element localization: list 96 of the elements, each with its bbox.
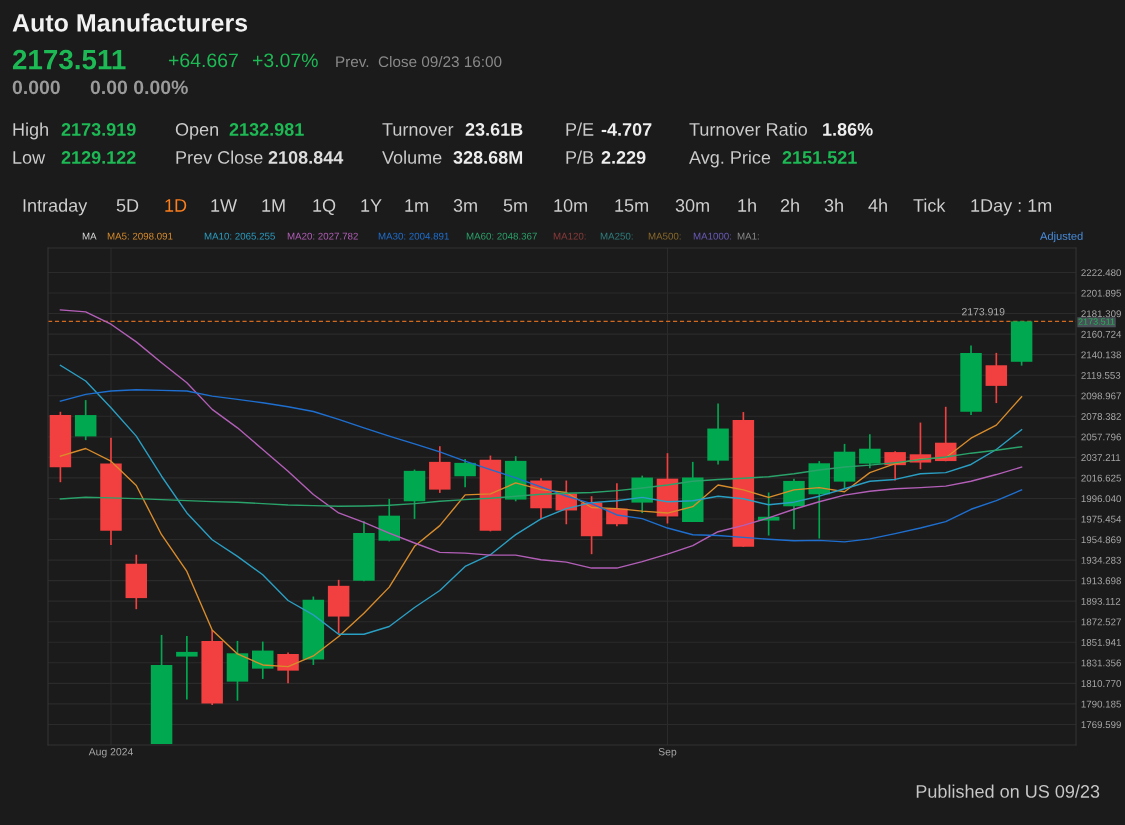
text: 30m [675,199,709,212]
line-series [59,309,1023,569]
text: 3m [453,199,477,212]
text: 3h [824,198,843,212]
text: 1D [165,199,187,212]
chart-title: Auto Manufacturers [12,13,248,32]
y-tick-label: 2140.138 [1081,351,1121,359]
y-tick-label: 1872.527 [1081,618,1121,626]
text: High [13,122,48,140]
text: +3.07% [252,53,318,68]
y-tick-label: 1934.283 [1081,556,1121,564]
text: 1Y [361,199,382,212]
text: 2108.844 [268,151,344,164]
candlestick [454,458,476,489]
text: 2173.919 [61,123,136,136]
text: MA5: 2098.091 [107,232,173,240]
text: 2h [780,198,799,212]
y-tick-label: 1769.599 [1081,721,1121,729]
y-tick-label: 2160.724 [1081,330,1122,338]
text: P/E [566,122,594,136]
text: Turnover Ratio [689,122,807,136]
text: MA10: 2065.255 [204,232,275,240]
text: MA500: [648,232,681,240]
text: 1.86% [823,123,873,136]
candlestick [859,433,881,469]
y-tick-label: 2078.382 [1081,413,1121,420]
y-tick-label: 1831.356 [1081,659,1121,667]
text: MA30: 2004.891 [378,232,449,240]
text: 1Day : 1m [971,199,1052,216]
text: P/B [566,150,594,164]
candlestick [252,640,274,680]
text: 2129.122 [61,151,136,164]
text: 2151.521 [782,151,857,164]
text: 0.000 [12,80,60,95]
y-tick-label: 1913.698 [1081,577,1121,585]
text: 15m [615,199,648,212]
annotation: 2173.919 [962,308,1005,316]
text: 1Q [313,199,336,216]
text: Avg. Price [689,150,771,168]
text: Open [175,123,218,140]
text: 23.61B [465,123,523,136]
y-tick-label: 1893.112 [1081,597,1121,605]
candlestick [176,635,198,701]
text: Intraday [23,198,88,216]
text: Prev. Close 09/23 16:00 [336,55,502,68]
text: +64.667 [168,53,238,68]
text: 4h [868,198,887,212]
text: MA [82,232,97,240]
text: 328.68M [453,151,523,164]
text: Adjusted [1040,231,1083,243]
text: -4.707 [601,123,652,136]
y-tick-label: 1996.040 [1081,495,1122,503]
y-tick-label: 1810.770 [1081,680,1122,687]
y-tick-label: 2119.553 [1081,371,1121,379]
y-tick-label: 1851.941 [1081,639,1121,646]
text: Volume [382,150,442,164]
text: 10m [554,199,587,212]
candlestick [74,399,97,441]
text: 1h [738,198,756,212]
text: 2173.511 [12,49,126,70]
y-tick-label: 2181.309 [1081,310,1121,318]
ref-line-label: 2173.511 [1078,318,1115,325]
line-series [59,389,1023,543]
y-tick-label: 1954.869 [1081,536,1121,544]
text: Published on US 09/23 [916,784,1100,798]
text: MA250: [600,232,633,240]
y-tick-label: 1790.185 [1081,700,1121,708]
y-tick-label: 2037.211 [1081,454,1121,461]
y-tick-label: 2201.895 [1081,289,1121,297]
x-tick-label: Aug 2024 [88,748,133,758]
text: MA1: [737,232,759,240]
x-tick-label: Sep [658,748,677,758]
text: 0.00 0.00% [90,80,188,95]
text: MA20: 2027.782 [287,232,358,240]
candlestick [277,651,299,685]
text: 5m [503,199,527,212]
text: 2.229 [601,151,646,164]
text: 1m [405,199,428,212]
text: Low [13,151,46,164]
text: MA60: 2048.367 [466,232,537,240]
text: Tick [913,198,946,212]
text: Turnover [382,123,454,136]
text: Prev Close [176,150,263,164]
y-tick-label: 1975.454 [1081,515,1122,523]
text: MA1000: [693,232,732,240]
y-tick-label: 2098.967 [1081,392,1121,400]
text: 5D [116,199,139,212]
y-tick-label: 2016.625 [1081,474,1121,482]
y-tick-label: 2222.480 [1081,269,1122,277]
line-series [59,364,1023,635]
text: 1M [262,199,285,212]
candlestick [985,352,1008,404]
text: 2132.981 [229,123,304,136]
text: 1W [211,199,238,212]
text: MA120: [553,232,586,240]
y-tick-label: 2057.796 [1081,433,1121,441]
